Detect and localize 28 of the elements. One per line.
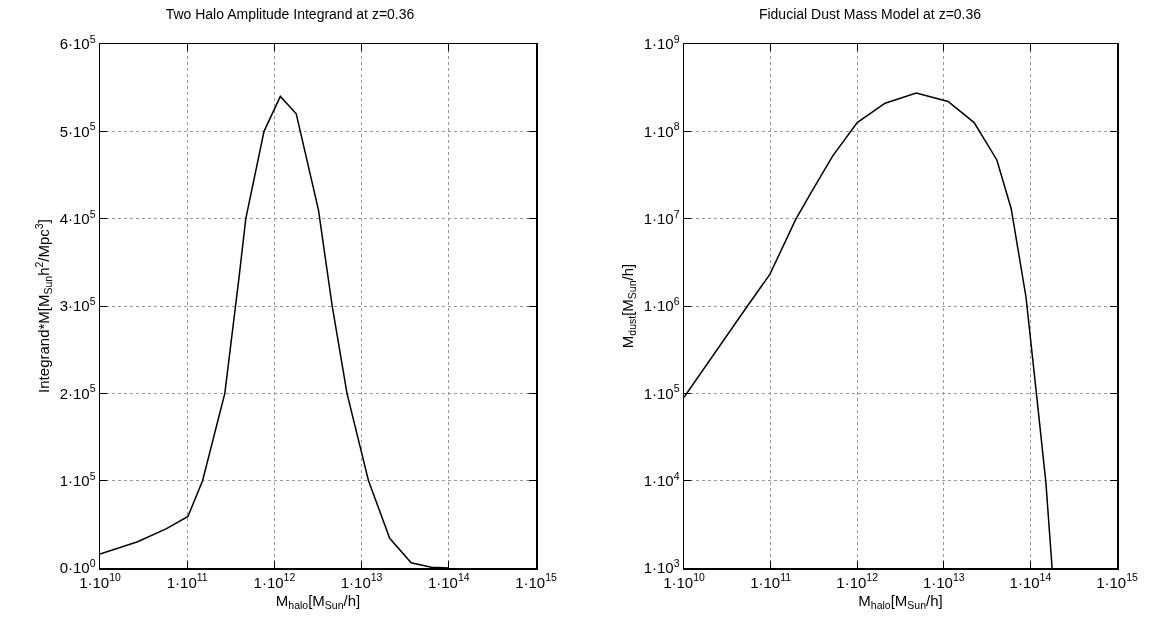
x-tick-label: 1·10$^{15}$ <box>515 571 558 591</box>
y-tick-label: 1·10$^{5}$ <box>643 382 680 402</box>
y-tick-label: 2·10$^{5}$ <box>59 382 96 402</box>
x-tick-label: 1·10$^{12}$ <box>836 571 879 591</box>
x-tick-label: 1·10$^{11}$ <box>750 571 792 591</box>
y-tick-label: 0·10$^{0}$ <box>59 556 96 577</box>
x-tick-label: 1·10$^{13}$ <box>922 571 965 591</box>
y-tick-label: 3·10$^{5}$ <box>59 294 96 315</box>
x-tick-label: 1·10$^{14}$ <box>1009 571 1052 591</box>
y-tick-label: 6·10$^{5}$ <box>59 32 96 53</box>
chart-title: Two Halo Amplitude Integrand at z=0.36 <box>165 6 415 23</box>
y-tick-label: 4·10$^{5}$ <box>59 207 96 227</box>
x-axis-title: M$_{halo}$[M$_{Sun}$/h] <box>275 592 361 612</box>
y-tick-label: 1·10$^{7}$ <box>643 207 680 227</box>
y-tick-label: 1·10$^{3}$ <box>643 556 680 577</box>
y-tick-label: 1·10$^{9}$ <box>643 32 680 53</box>
x-tick-label: 1·10$^{14}$ <box>427 571 470 591</box>
y-tick-label: 1·10$^{8}$ <box>643 120 680 140</box>
chart-title: Fiducial Dust Mass Model at z=0.36 <box>758 6 982 23</box>
y-tick-label: 1·10$^{5}$ <box>59 469 96 489</box>
x-tick-label: 1·10$^{15}$ <box>1096 571 1139 591</box>
y-tick-label: 5·10$^{5}$ <box>59 120 96 140</box>
y-tick-label: 1·10$^{6}$ <box>643 294 680 315</box>
x-tick-label: 1·10$^{11}$ <box>166 571 208 591</box>
x-tick-label: 1·10$^{13}$ <box>340 571 383 591</box>
x-tick-label: 1·10$^{12}$ <box>253 571 296 591</box>
x-axis-title: M$_{halo}$[M$_{Sun}$/h] <box>858 592 943 612</box>
y-tick-label: 1·10$^{4}$ <box>643 469 680 489</box>
